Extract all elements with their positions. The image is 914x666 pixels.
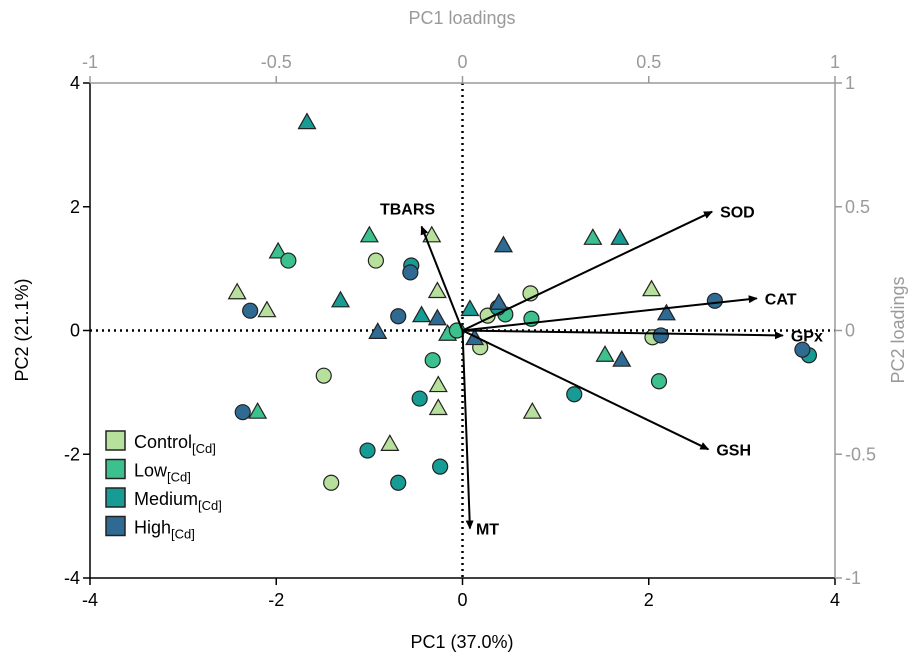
point-triangle	[656, 303, 676, 321]
point-triangle	[428, 398, 448, 416]
loading-arrow	[462, 210, 713, 332]
x2-tick-label: 0	[457, 52, 467, 72]
point-circle	[280, 252, 297, 269]
point-circle	[424, 352, 441, 369]
point-triangle	[427, 281, 447, 299]
point-circle	[706, 292, 723, 309]
y-tick-label: 4	[70, 73, 80, 93]
y2-axis-title: PC2 loadings	[888, 276, 908, 383]
legend-label: High[Cd]	[134, 518, 195, 542]
y-tick-label: -2	[64, 444, 80, 464]
point-triangle	[612, 349, 632, 367]
point-circle	[390, 308, 407, 325]
loading-label: TBARS	[380, 202, 435, 219]
loading-arrow	[461, 330, 474, 530]
x2-tick-label: -0.5	[261, 52, 292, 72]
legend-label: Control[Cd]	[134, 432, 216, 456]
legend-label: Medium[Cd]	[134, 489, 222, 513]
x-tick-label: -2	[268, 590, 284, 610]
loading-arrow	[420, 225, 464, 331]
loading-label: CAT	[765, 291, 797, 308]
legend-subscript: [Cd]	[167, 470, 191, 485]
point-circle	[242, 302, 259, 319]
point-triangle	[427, 308, 447, 326]
point-triangle	[257, 300, 277, 318]
point-triangle	[248, 401, 268, 419]
x2-tick-label: 1	[830, 52, 840, 72]
point-triangle	[493, 235, 514, 253]
point-circle	[566, 386, 583, 403]
legend-name: High	[134, 518, 171, 538]
point-triangle	[642, 279, 662, 297]
legend-subscript: [Cd]	[192, 441, 216, 456]
y2-tick-label: 0	[845, 321, 855, 341]
x-tick-label: 2	[644, 590, 654, 610]
legend-name: Control	[134, 432, 192, 452]
y2-tick-label: 0.5	[845, 197, 870, 217]
point-circle	[432, 458, 449, 475]
x-tick-label: 0	[457, 590, 467, 610]
legend-subscript: [Cd]	[198, 498, 222, 513]
point-circle	[390, 474, 407, 491]
x2-tick-label: -1	[82, 52, 98, 72]
y2-tick-label: -0.5	[845, 444, 876, 464]
y-tick-label: 2	[70, 197, 80, 217]
point-triangle	[411, 305, 432, 323]
point-circle	[359, 442, 376, 459]
point-circle	[402, 264, 419, 281]
point-triangle	[460, 299, 480, 317]
point-circle	[367, 252, 384, 269]
loading-arrow	[462, 329, 784, 340]
legend-swatch	[105, 458, 126, 480]
point-circle	[234, 404, 251, 421]
point-triangle	[489, 293, 509, 310]
loading-arrow	[462, 295, 758, 332]
point-triangle	[583, 228, 603, 245]
legend-label: Low[Cd]	[134, 461, 191, 485]
point-triangle	[522, 401, 542, 419]
x2-tick-label: 0.5	[636, 52, 661, 72]
loading-label: GSH	[716, 442, 751, 459]
point-triangle	[227, 282, 247, 300]
point-triangle	[368, 322, 388, 339]
point-triangle	[297, 112, 317, 130]
legend-subscript: [Cd]	[171, 527, 195, 542]
y-axis-title: PC2 (21.1%)	[12, 278, 32, 381]
y2-tick-label: 1	[845, 73, 855, 93]
point-circle	[794, 341, 811, 358]
point-triangle	[610, 228, 630, 245]
x2-axis-title: PC1 loadings	[408, 8, 515, 28]
point-circle	[323, 474, 340, 491]
loading-label: SOD	[720, 205, 755, 222]
point-triangle	[330, 290, 351, 308]
loading-arrow	[462, 329, 710, 451]
legend-swatch	[105, 430, 126, 451]
x-tick-label: -4	[82, 590, 98, 610]
y-tick-label: 0	[70, 321, 80, 341]
legend-swatch	[105, 515, 126, 537]
x-axis-title: PC1 (37.0%)	[410, 632, 513, 652]
point-circle	[315, 367, 332, 384]
x-tick-label: 4	[830, 590, 840, 610]
point-triangle	[359, 225, 379, 243]
y2-tick-label: -1	[845, 568, 861, 588]
point-circle	[411, 390, 428, 407]
legend-swatch	[105, 487, 126, 508]
legend-name: Low	[134, 461, 168, 481]
point-triangle	[268, 241, 288, 259]
y-tick-label: -4	[64, 568, 80, 588]
loading-label: MT	[476, 522, 499, 539]
point-triangle	[380, 434, 400, 451]
point-circle	[650, 373, 668, 390]
point-circle	[652, 327, 669, 344]
point-triangle	[595, 345, 615, 362]
point-triangle	[428, 375, 448, 393]
legend-name: Medium	[134, 489, 198, 509]
loading-label: GPx	[791, 328, 823, 345]
